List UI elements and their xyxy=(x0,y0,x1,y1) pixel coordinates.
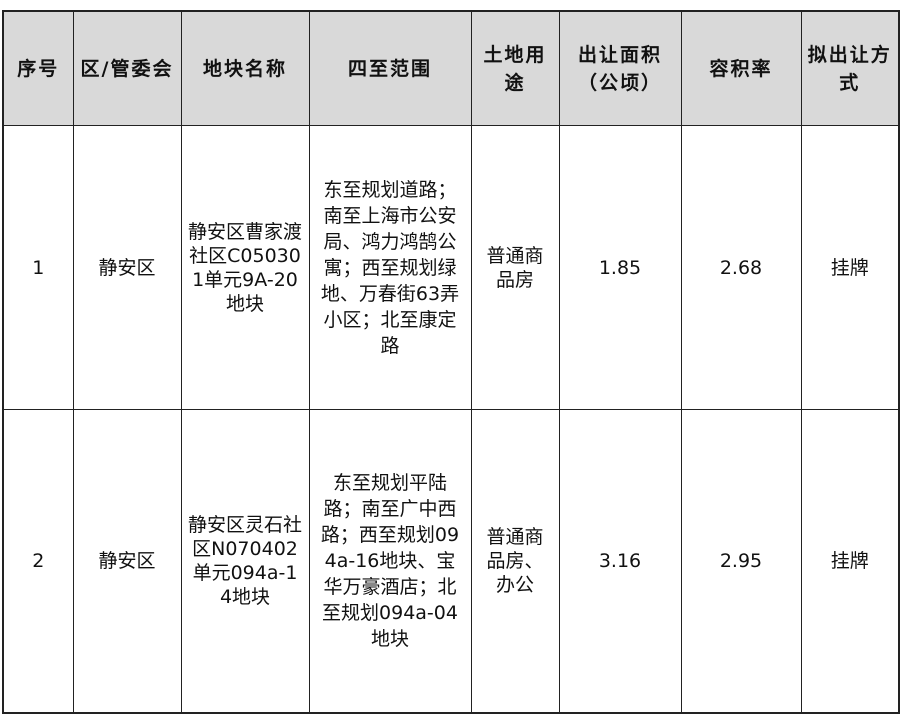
cell-name: 静安区灵石社区N070402单元094a-14地块 xyxy=(180,409,310,714)
cell-no: 2 xyxy=(2,409,74,714)
header-no: 序号 xyxy=(2,10,74,126)
cell-district: 静安区 xyxy=(72,125,182,410)
table-row: 1 静安区 静安区曹家渡社区C050301单元9A-20地块 东至规划道路；南至… xyxy=(2,125,900,410)
cell-use: 普通商品房、办公 xyxy=(470,409,560,714)
cell-far: 2.68 xyxy=(680,125,802,410)
cell-bounds: 东至规划平陆路；南至广中西路；西至规划094a-16地块、宝华万豪酒店；北至规划… xyxy=(308,409,472,714)
cell-bounds: 东至规划道路；南至上海市公安局、鸿力鸿鹄公寓；西至规划绿地、万春街63弄小区；北… xyxy=(308,125,472,410)
cell-method: 挂牌 xyxy=(800,409,900,714)
cell-area: 3.16 xyxy=(558,409,682,714)
header-district: 区/管委会 xyxy=(72,10,182,126)
header-row: 序号 区/管委会 地块名称 四至范围 土地用途 出让面积（公顷） 容积率 拟出让… xyxy=(2,10,900,126)
cell-district: 静安区 xyxy=(72,409,182,714)
cell-no: 1 xyxy=(2,125,74,410)
cell-use: 普通商品房 xyxy=(470,125,560,410)
header-far: 容积率 xyxy=(680,10,802,126)
cell-far: 2.95 xyxy=(680,409,802,714)
cell-name: 静安区曹家渡社区C050301单元9A-20地块 xyxy=(180,125,310,410)
cell-method: 挂牌 xyxy=(800,125,900,410)
table-row: 2 静安区 静安区灵石社区N070402单元094a-14地块 东至规划平陆路；… xyxy=(2,409,900,714)
header-bounds: 四至范围 xyxy=(308,10,472,126)
land-parcel-table: 序号 区/管委会 地块名称 四至范围 土地用途 出让面积（公顷） 容积率 拟出让… xyxy=(2,10,900,714)
header-name: 地块名称 xyxy=(180,10,310,126)
header-use: 土地用途 xyxy=(470,10,560,126)
header-method: 拟出让方式 xyxy=(800,10,900,126)
cell-area: 1.85 xyxy=(558,125,682,410)
header-area: 出让面积（公顷） xyxy=(558,10,682,126)
